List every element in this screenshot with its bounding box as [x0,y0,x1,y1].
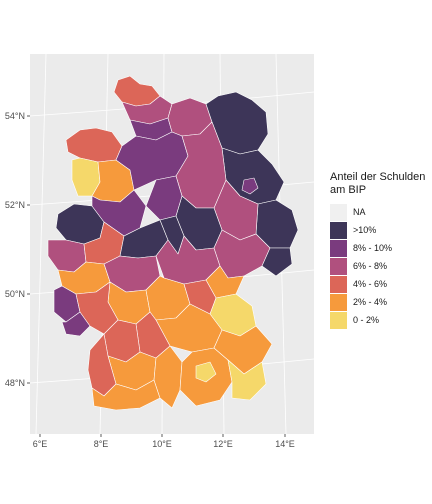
lat-axis-labels: 54°N 52°N 50°N 48°N [5,111,25,388]
legend-swatch [330,239,347,257]
lat-label: 48°N [5,378,25,388]
legend-label: 0 - 2% [353,315,380,325]
axis-ticks [27,115,286,437]
lon-label: 10°E [152,439,172,449]
lon-label: 12°E [213,439,233,449]
lon-label: 14°E [275,439,295,449]
germany-regions [47,75,299,411]
legend-item-gt10: >10% [330,221,430,239]
region-berlin [241,177,259,195]
legend-swatch [330,203,347,221]
region-nrw-east [91,189,147,237]
legend-title: Anteil der Schulden am BIP [330,171,426,196]
legend-swatch [330,257,347,275]
region-muenchen [195,361,217,383]
legend-label: NA [353,207,366,217]
legend-label: >10% [353,225,377,235]
legend-label: 6% - 8% [353,261,388,271]
lat-label: 50°N [5,289,25,299]
legend-item-0-2: 0 - 2% [330,311,430,329]
legend-item-4-6: 4% - 6% [330,275,430,293]
lon-label: 6°E [33,439,48,449]
graticule-lon-6 [35,53,47,435]
lon-axis-labels: 6°E 8°E 10°E 12°E 14°E [33,439,295,449]
lat-label: 52°N [5,200,25,210]
legend-swatch [330,293,347,311]
legend-item-na: NA [330,203,430,221]
map-legend: Anteil der Schulden am BIP NA >10% 8% - … [330,171,430,329]
lon-label: 8°E [94,439,109,449]
legend-swatch [330,311,347,329]
legend-item-2-4: 2% - 4% [330,293,430,311]
legend-swatch [330,275,347,293]
region-sachsen-east [261,247,293,277]
legend-item-6-8: 6% - 8% [330,257,430,275]
lat-label: 54°N [5,111,25,121]
legend-item-8-10: 8% - 10% [330,239,430,257]
legend-label: 8% - 10% [353,243,393,253]
region-bayern-east [227,359,267,401]
legend-label: 4% - 6% [353,279,388,289]
legend-swatch [330,221,347,239]
legend-label: 2% - 4% [353,297,388,307]
